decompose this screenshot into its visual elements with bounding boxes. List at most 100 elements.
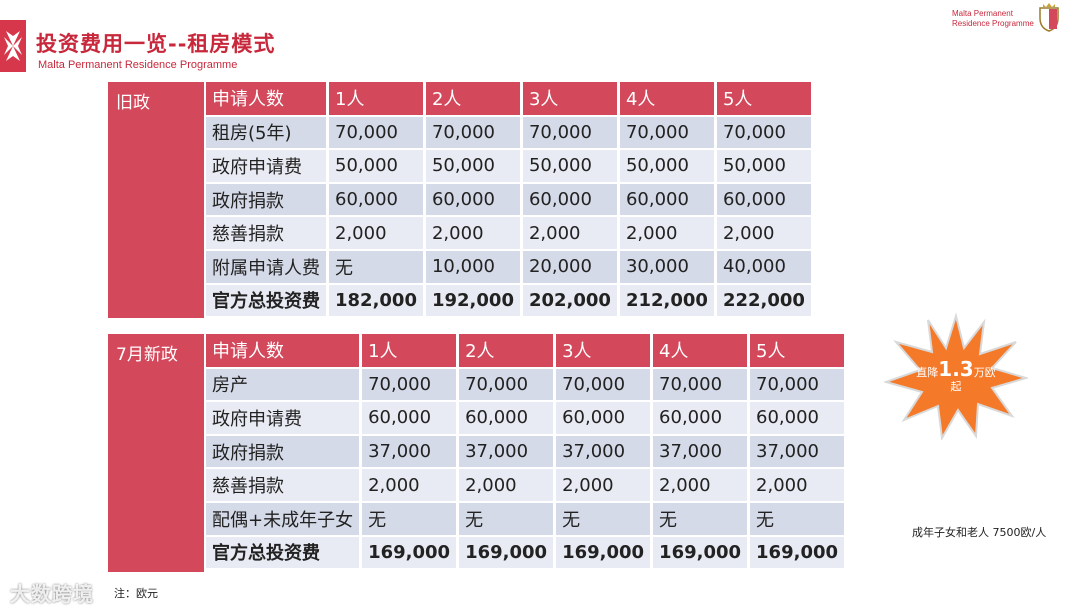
old-policy-table: 申请人数 1人 2人 3人 4人 5人 租房(5年) 70,000 70,000… — [206, 82, 814, 319]
table-row: 慈善捐款 2,000 2,000 2,000 2,000 2,000 — [206, 216, 814, 251]
maltese-cross-icon — [4, 31, 22, 61]
row-label: 附属申请人费 — [206, 249, 329, 285]
table-cell: 60,000 — [521, 182, 620, 218]
table-cell: 70,000 — [457, 367, 557, 403]
table-cell: 37,000 — [457, 434, 557, 470]
header-cell: 申请人数 — [206, 334, 363, 369]
table-cell: 60,000 — [424, 182, 523, 218]
table-cell: 2,000 — [748, 468, 848, 503]
row-label: 政府捐款 — [206, 182, 329, 218]
header-cell: 4人 — [651, 334, 751, 369]
table-cell: 70,000 — [554, 367, 654, 403]
burst-amount: 1.3 — [938, 357, 974, 381]
table-cell: 2,000 — [360, 468, 460, 503]
header-cell: 1人 — [360, 334, 460, 369]
header-cell: 1人 — [327, 82, 426, 117]
table-cell: 70,000 — [715, 115, 814, 151]
table-cell: 10,000 — [424, 249, 523, 285]
table-row: 附属申请人费 无 10,000 20,000 30,000 40,000 — [206, 249, 814, 285]
row-label: 租房(5年) — [206, 115, 329, 151]
burst-prefix: 直降 — [916, 366, 939, 379]
new-policy-table: 申请人数 1人 2人 3人 4人 5人 房产 70,000 70,000 70,… — [206, 334, 848, 571]
table-cell: 2,000 — [457, 468, 557, 503]
table-cell: 60,000 — [715, 182, 814, 218]
table-cell: 70,000 — [327, 115, 426, 151]
table-cell: 70,000 — [651, 367, 751, 403]
table-row: 配偶+未成年子女 无 无 无 无 无 — [206, 501, 848, 537]
row-label: 配偶+未成年子女 — [206, 501, 363, 537]
table-cell: 2,000 — [651, 468, 751, 503]
table-cell: 37,000 — [651, 434, 751, 470]
side-note: 成年子女和老人 7500欧/人 — [912, 526, 1047, 539]
table-cell: 无 — [360, 501, 460, 537]
table-cell: 60,000 — [554, 401, 654, 436]
table-cell: 37,000 — [748, 434, 848, 470]
table-cell: 60,000 — [360, 401, 460, 436]
table-row: 政府申请费 60,000 60,000 60,000 60,000 60,000 — [206, 401, 848, 436]
table-cell: 50,000 — [521, 149, 620, 184]
total-cell: 169,000 — [360, 535, 460, 571]
table-cell: 60,000 — [618, 182, 717, 218]
total-cell: 169,000 — [457, 535, 557, 571]
table-cell: 70,000 — [618, 115, 717, 151]
total-cell: 169,000 — [651, 535, 751, 571]
row-label: 政府捐款 — [206, 434, 363, 470]
starburst-icon — [884, 312, 1028, 440]
table-cell: 2,000 — [618, 216, 717, 251]
page-title: 投资费用一览--租房模式 — [36, 32, 276, 56]
table-cell: 70,000 — [748, 367, 848, 403]
table-cell: 2,000 — [327, 216, 426, 251]
header-cell: 3人 — [554, 334, 654, 369]
row-label: 官方总投资费 — [206, 535, 363, 571]
burst-suffix: 万欧 — [973, 366, 996, 379]
table-cell: 2,000 — [521, 216, 620, 251]
table-cell: 50,000 — [424, 149, 523, 184]
header-cell: 3人 — [521, 82, 620, 117]
starburst-shape — [884, 312, 1028, 440]
table-cell: 70,000 — [360, 367, 460, 403]
brand-line-1: Malta Permanent — [952, 9, 1013, 18]
header-cell: 2人 — [424, 82, 523, 117]
table-row: 慈善捐款 2,000 2,000 2,000 2,000 2,000 — [206, 468, 848, 503]
logo-badge — [0, 20, 26, 72]
total-cell: 212,000 — [618, 283, 717, 319]
burst-line-2: 起 — [950, 380, 962, 393]
total-cell: 202,000 — [521, 283, 620, 319]
table-cell: 70,000 — [521, 115, 620, 151]
table-cell: 40,000 — [715, 249, 814, 285]
header-cell: 申请人数 — [206, 82, 329, 117]
table-header-row: 申请人数 1人 2人 3人 4人 5人 — [206, 334, 848, 369]
table-cell: 37,000 — [360, 434, 460, 470]
table-row: 房产 70,000 70,000 70,000 70,000 70,000 — [206, 367, 848, 403]
row-label: 房产 — [206, 367, 363, 403]
total-cell: 222,000 — [715, 283, 814, 319]
new-policy-label: 7月新政 — [116, 345, 178, 365]
burst-text: 直降1.3万欧 起 — [904, 359, 1008, 394]
currency-note: 注：欧元 — [114, 587, 158, 600]
total-row: 官方总投资费 169,000 169,000 169,000 169,000 1… — [206, 535, 848, 571]
row-label: 慈善捐款 — [206, 468, 363, 503]
table-cell: 60,000 — [748, 401, 848, 436]
table-cell: 无 — [327, 249, 426, 285]
new-policy-sidebar: 7月新政 — [108, 334, 204, 572]
row-label: 政府申请费 — [206, 401, 363, 436]
table-row: 政府申请费 50,000 50,000 50,000 50,000 50,000 — [206, 149, 814, 184]
total-cell: 169,000 — [554, 535, 654, 571]
total-cell: 182,000 — [327, 283, 426, 319]
page-subtitle: Malta Permanent Residence Programme — [38, 59, 238, 71]
table-cell: 30,000 — [618, 249, 717, 285]
table-row: 政府捐款 60,000 60,000 60,000 60,000 60,000 — [206, 182, 814, 218]
table-cell: 无 — [457, 501, 557, 537]
row-label: 官方总投资费 — [206, 283, 329, 319]
watermark: 大数跨境 — [10, 582, 94, 606]
brand-line-2: Residence Programme — [952, 19, 1034, 28]
row-label: 政府申请费 — [206, 149, 329, 184]
brand-text: Malta Permanent Residence Programme — [952, 9, 1034, 29]
table-row: 政府捐款 37,000 37,000 37,000 37,000 37,000 — [206, 434, 848, 470]
table-cell: 2,000 — [715, 216, 814, 251]
table-cell: 50,000 — [327, 149, 426, 184]
table-cell: 60,000 — [457, 401, 557, 436]
old-policy-label: 旧政 — [116, 93, 150, 113]
table-header-row: 申请人数 1人 2人 3人 4人 5人 — [206, 82, 814, 117]
total-cell: 169,000 — [748, 535, 848, 571]
